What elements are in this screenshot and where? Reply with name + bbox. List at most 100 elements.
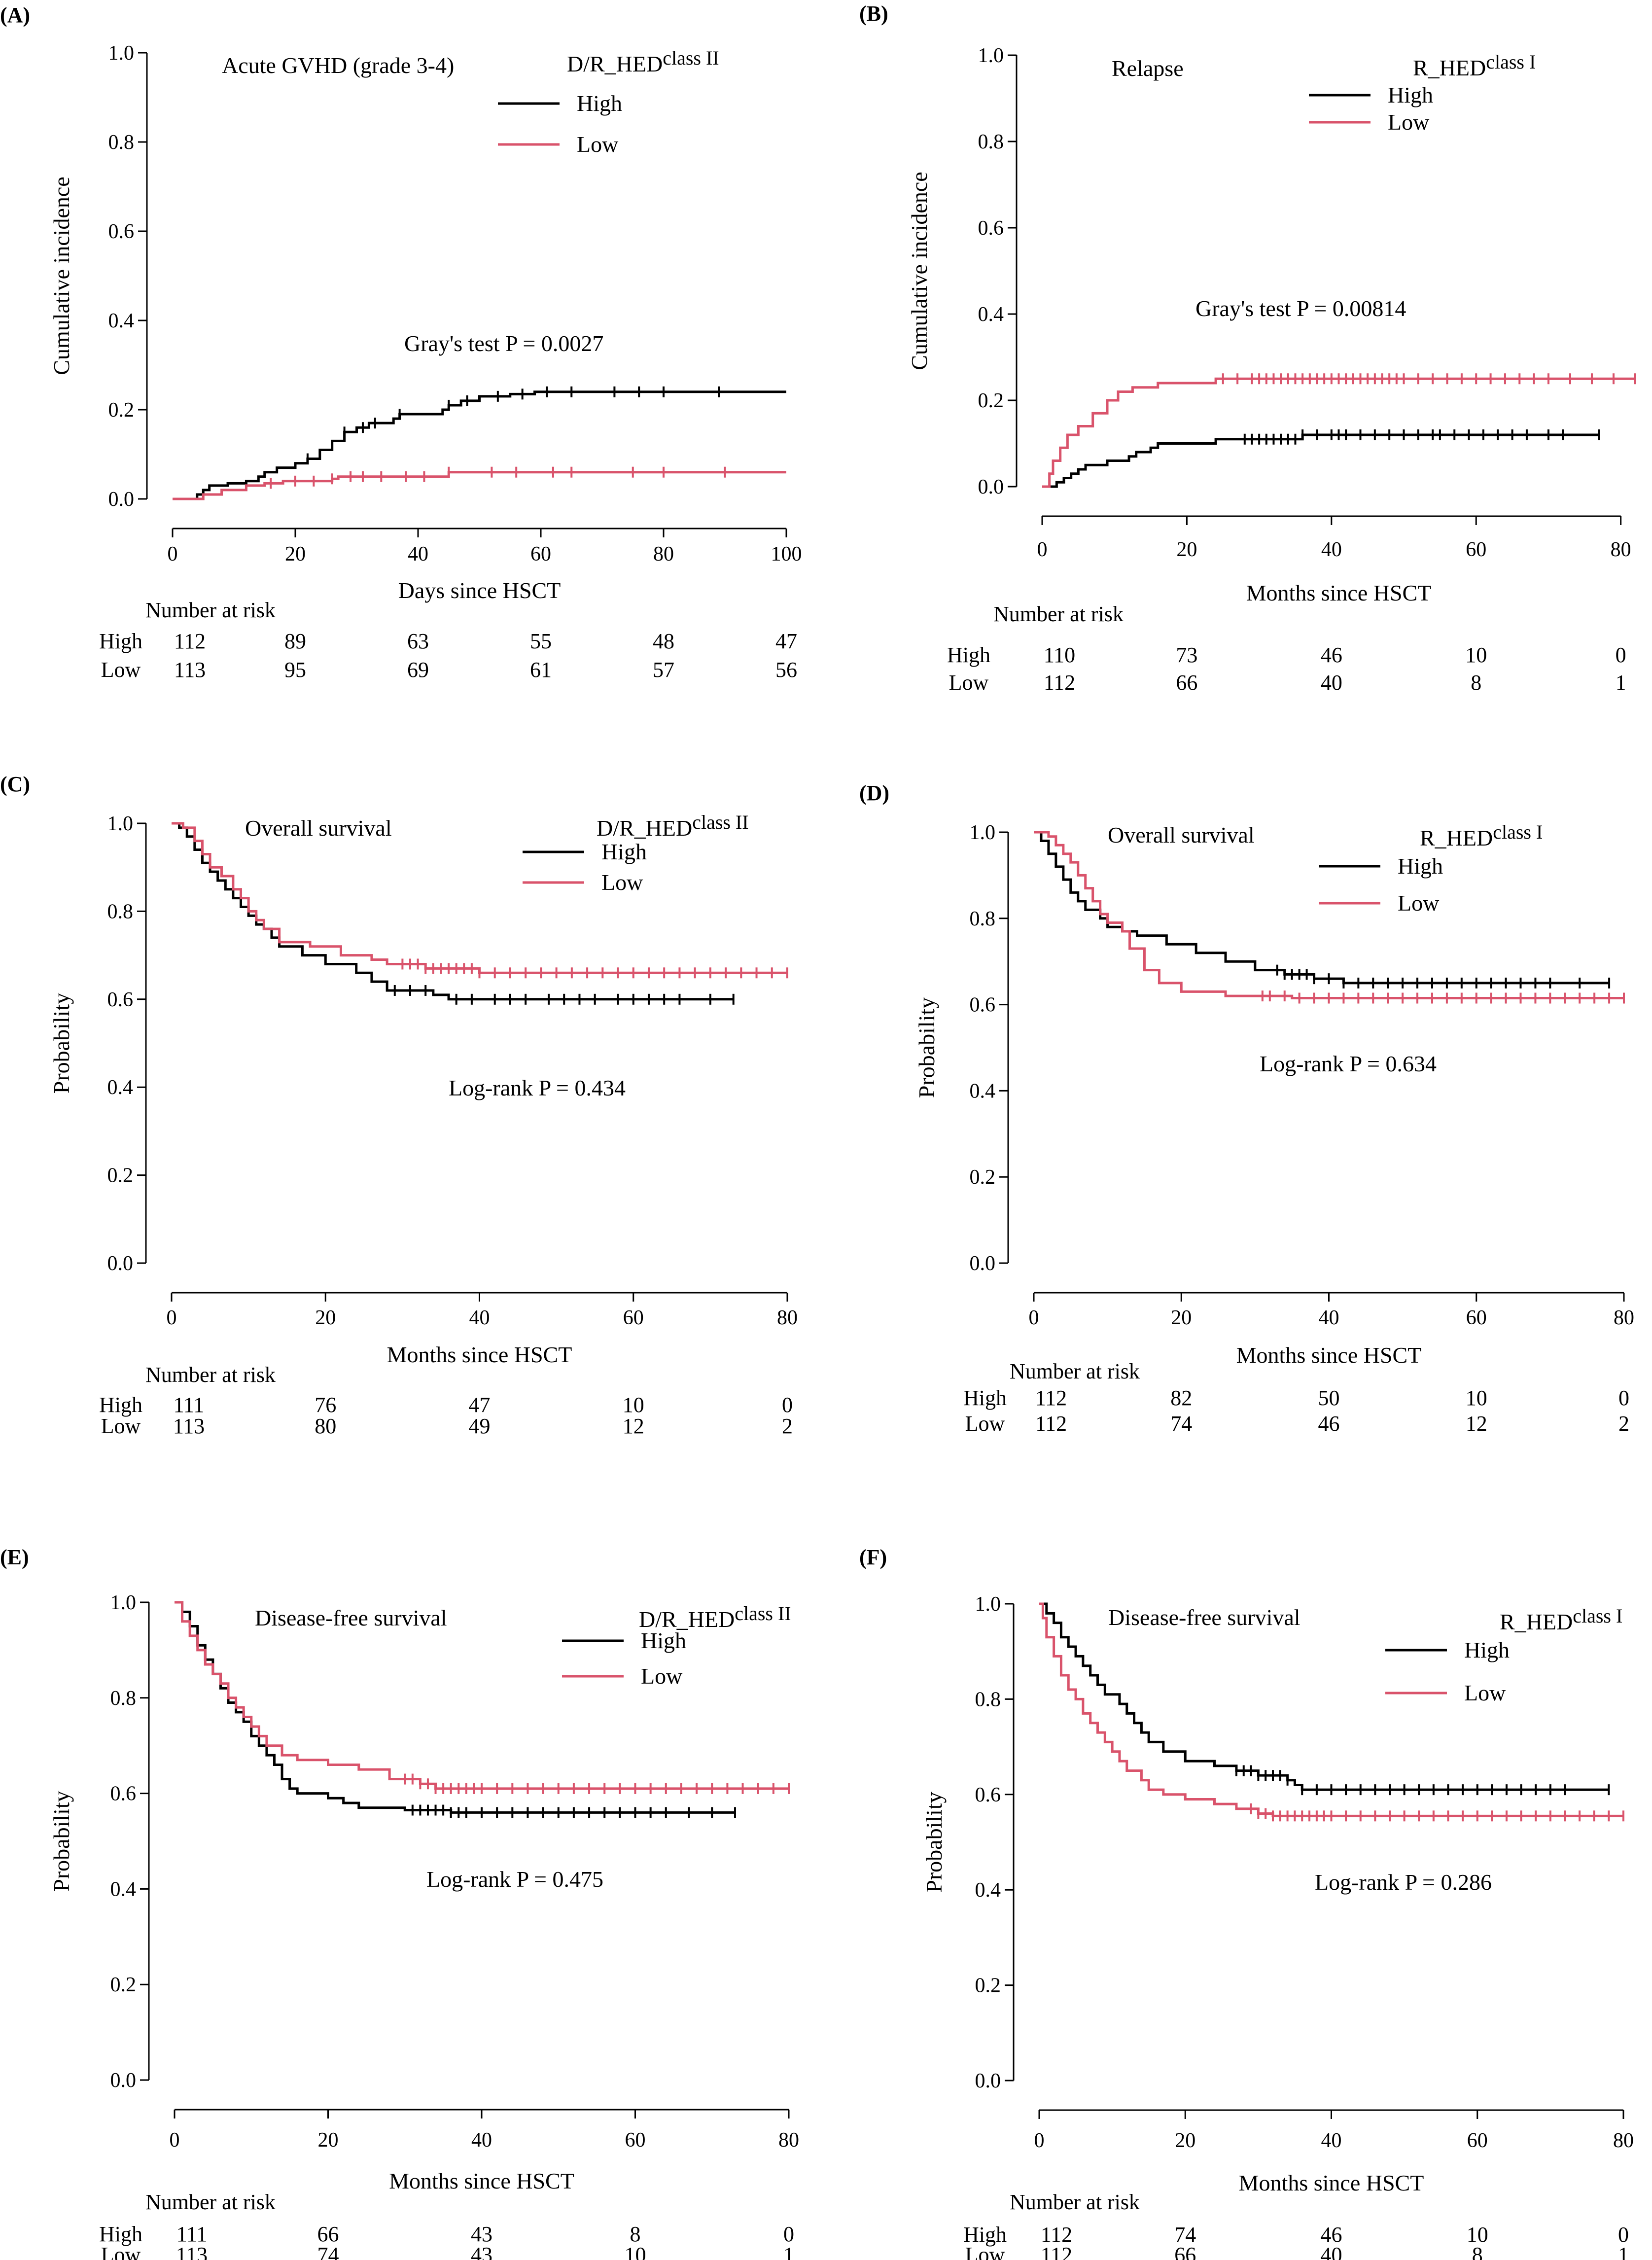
y-axis-title: Cumulative incidence <box>907 172 932 370</box>
y-axis-title: Probability <box>921 1792 947 1892</box>
risk-value: 10 <box>1466 1386 1487 1410</box>
legend-label-low: Low <box>1388 109 1430 135</box>
series-line-high <box>1034 831 1610 985</box>
risk-value: 43 <box>471 2222 492 2246</box>
risk-value: 66 <box>317 2222 339 2246</box>
y-tick-label: 0.2 <box>108 399 135 422</box>
y-tick-label: 0.4 <box>107 1076 134 1099</box>
risk-value: 12 <box>623 1414 644 1438</box>
y-tick-label: 0.4 <box>978 303 1004 326</box>
y-tick-label: 0.6 <box>978 217 1004 240</box>
x-tick-label: 0 <box>170 2129 180 2152</box>
y-tick-label: 0.6 <box>970 994 996 1017</box>
risk-row-name-high: High <box>99 629 142 653</box>
x-tick-label: 80 <box>1614 1307 1634 1329</box>
risk-row-name-high: High <box>963 1386 1007 1410</box>
risk-value: 12 <box>1466 1412 1487 1436</box>
risk-value: 112 <box>1035 1386 1067 1410</box>
risk-value: 95 <box>284 658 306 682</box>
chart-title: Overall survival <box>1108 822 1255 848</box>
panel-3: (C)0.00.20.40.60.81.00 20 40 60 80Probabilit… <box>0 772 798 1438</box>
risk-value: 80 <box>315 1414 336 1438</box>
legend-title-superscript: class I <box>1573 1605 1622 1627</box>
legend-title: D/R_HEDclass II <box>639 1602 791 1632</box>
y-tick-label: 0.0 <box>970 1252 996 1275</box>
legend-title: D/R_HEDclass II <box>567 47 719 76</box>
series-line-low <box>1039 1602 1623 1817</box>
y-tick-label: 0.0 <box>107 1252 134 1275</box>
risk-value: 46 <box>1321 643 1342 667</box>
y-tick-label: 0.6 <box>107 989 134 1011</box>
x-tick-label: 80 <box>778 2129 799 2152</box>
risk-value: 74 <box>1174 2223 1196 2247</box>
chart-title: Overall survival <box>245 815 392 841</box>
x-tick-label: 0 <box>1037 538 1048 561</box>
p-value-label: Log-rank P = 0.434 <box>449 1075 626 1100</box>
x-tick-label: 20 <box>1176 538 1197 561</box>
y-axis-title: Probability <box>49 993 74 1094</box>
risk-value: 2 <box>1618 1412 1629 1436</box>
legend-title-superscript: class II <box>663 47 719 69</box>
risk-value: 112 <box>1041 2223 1072 2247</box>
risk-value: 1 <box>783 2243 794 2260</box>
legend-title-superscript: class I <box>1486 51 1536 73</box>
risk-value: 47 <box>469 1393 491 1417</box>
risk-row-name-high: High <box>963 2223 1007 2247</box>
risk-value: 112 <box>1044 671 1075 695</box>
legend-title-superscript: class II <box>692 811 748 833</box>
y-tick-label: 0.8 <box>970 908 996 930</box>
y-axis-title: Probability <box>49 1791 74 1891</box>
risk-row-name-low: Low <box>101 658 141 682</box>
series-line-high <box>175 1601 735 1814</box>
panel-6: (F)0.00.20.40.60.81.00 20 40 60 80Probabilit… <box>859 1545 1634 2260</box>
series-line-high <box>173 390 786 500</box>
risk-value: 57 <box>653 658 674 682</box>
risk-value: 46 <box>1321 2223 1342 2247</box>
risk-value: 66 <box>1176 671 1197 695</box>
risk-table-title: Number at risk <box>145 598 276 622</box>
x-tick-label: 80 <box>1611 538 1631 561</box>
chart-title: Disease-free survival <box>1108 1605 1301 1630</box>
risk-value: 0 <box>783 2222 794 2246</box>
panel-label: (C) <box>0 772 30 796</box>
series-line-low <box>1042 377 1635 488</box>
panel-2: (B)0.00.20.40.60.81.00 20 40 60 80Cumulative… <box>859 1 1636 695</box>
y-tick-label: 1.0 <box>978 44 1004 67</box>
y-tick-label: 1.0 <box>975 1593 1001 1616</box>
risk-value: 82 <box>1170 1386 1192 1410</box>
panel-1: (A) 0.0 0.2 0.4 0.6 0.8 1.0 0 20 40 60 80 100 Cumulat… <box>0 3 802 682</box>
risk-value: 76 <box>315 1393 336 1417</box>
panel-label: (E) <box>0 1545 29 1569</box>
risk-row-name-low: Low <box>965 1412 1005 1436</box>
x-tick-label: 20 <box>1171 1307 1192 1329</box>
x-tick-label: 20 <box>285 543 306 565</box>
legend-title-main: R_HED <box>1413 55 1486 80</box>
legend-label-high: High <box>1388 82 1433 107</box>
risk-value: 50 <box>1318 1386 1340 1410</box>
risk-row-name-low: Low <box>949 671 989 695</box>
y-tick-label: 0.4 <box>975 1879 1001 1902</box>
risk-value: 46 <box>1318 1412 1340 1436</box>
risk-value: 47 <box>775 629 797 653</box>
chart-title: Disease-free survival <box>255 1605 447 1630</box>
risk-value: 40 <box>1321 2243 1342 2260</box>
risk-value: 113 <box>176 2243 208 2260</box>
panel-4: (D)0.00.20.40.60.81.00 20 40 60 80Probabilit… <box>859 781 1634 1436</box>
x-axis-title: Days since HSCT <box>398 578 561 603</box>
x-tick-label: 20 <box>1175 2129 1195 2152</box>
risk-value: 89 <box>284 629 306 653</box>
legend-label-low: Low <box>601 870 643 895</box>
y-tick-label: 0.4 <box>110 1878 137 1901</box>
p-value-label: Gray's test P = 0.0027 <box>404 331 603 356</box>
risk-value: 74 <box>1170 1412 1192 1436</box>
risk-value: 111 <box>176 2222 208 2246</box>
risk-table-title: Number at risk <box>145 1363 276 1387</box>
x-axis-title: Months since HSCT <box>389 2168 574 2193</box>
y-tick-label: 0.6 <box>110 1783 137 1805</box>
p-value-label: Log-rank P = 0.286 <box>1315 1870 1492 1895</box>
x-tick-label: 60 <box>625 2129 646 2152</box>
x-tick-label: 40 <box>469 1307 490 1329</box>
legend-title-main: D/R_HED <box>567 51 663 76</box>
legend-title: R_HEDclass I <box>1420 821 1543 850</box>
p-value-label: Log-rank P = 0.634 <box>1260 1051 1437 1076</box>
